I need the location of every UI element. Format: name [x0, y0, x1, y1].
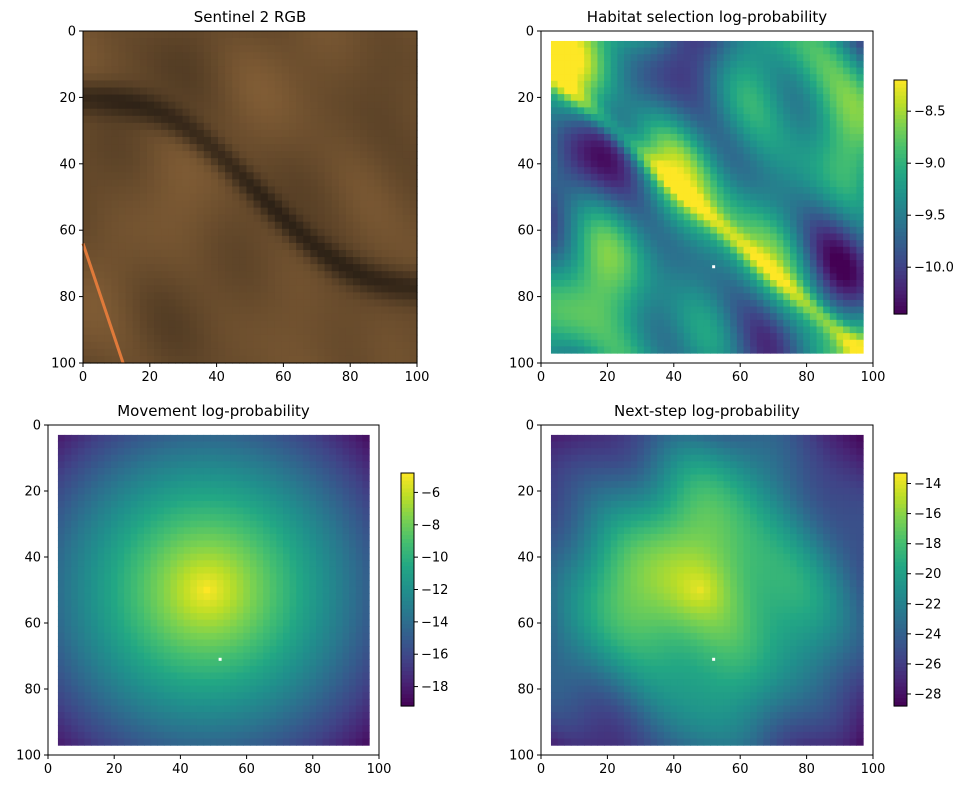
colorbar-tick-label: −22: [914, 597, 941, 612]
x-tick-label: 80: [798, 370, 815, 385]
location-marker: [712, 265, 716, 269]
panel-2: Habitat selection log-probability 0 20 40 60…: [509, 8, 954, 385]
x-tick-label: 20: [599, 370, 616, 385]
x-tick-label: 0: [79, 370, 87, 385]
y-tick-label: 80: [517, 683, 534, 698]
y-tick-label: 0: [526, 419, 534, 434]
x-tick-label: 80: [305, 762, 322, 777]
colorbar-tick-label: −8: [421, 518, 440, 533]
x-tick-label: 80: [798, 762, 815, 777]
colorbar-tick-label: −12: [421, 583, 448, 598]
image-body: [550, 434, 864, 746]
colorbar-tick-label: −9.0: [914, 157, 946, 172]
y-tick-label: 40: [24, 551, 41, 566]
y-tick-label: 60: [517, 224, 534, 239]
axes-frame: [82, 30, 418, 364]
y-tick-label: 60: [59, 224, 76, 239]
x-tick-label: 60: [238, 762, 255, 777]
y-tick-label: 0: [526, 25, 534, 40]
colorbar: −8.5 −9.0 −9.5 −10.0: [893, 79, 954, 315]
colorbar-tick-label: −6: [421, 486, 440, 501]
x-tick-label: 20: [106, 762, 123, 777]
axes-frame: [540, 30, 874, 364]
x-tick-label: 100: [367, 762, 392, 777]
panel-title: Sentinel 2 RGB: [194, 8, 307, 26]
y-tick-label: 80: [24, 683, 41, 698]
y-tick-label: 100: [509, 749, 534, 764]
colorbar-frame: [893, 79, 908, 315]
image-body: [81, 31, 418, 364]
x-tick-label: 80: [342, 370, 359, 385]
x-tick-label: 40: [208, 370, 225, 385]
y-tick-label: 80: [517, 290, 534, 305]
location-marker: [712, 657, 716, 661]
y-tick-label: 0: [68, 25, 76, 40]
x-tick-label: 0: [537, 370, 545, 385]
colorbar-tick-label: −9.5: [914, 209, 946, 224]
colorbar-tick-label: −16: [421, 648, 448, 663]
y-tick-label: 20: [24, 485, 41, 500]
y-tick-label: 0: [33, 419, 41, 434]
colorbar-tick-label: −10.0: [914, 261, 954, 276]
x-tick-label: 100: [405, 370, 430, 385]
y-tick-label: 80: [59, 290, 76, 305]
image-body: [57, 434, 370, 746]
panel-title: Movement log-probability: [117, 402, 310, 420]
y-tick-label: 20: [517, 485, 534, 500]
x-tick-label: 0: [537, 762, 545, 777]
x-tick-label: 100: [861, 762, 886, 777]
y-tick-label: 100: [16, 749, 41, 764]
x-tick-label: 0: [44, 762, 52, 777]
x-tick-label: 100: [861, 370, 886, 385]
colorbar-tick-label: −18: [421, 680, 448, 695]
colorbar: −14 −16 −18 −20 −22 −24 −26 −28: [893, 472, 941, 707]
y-tick-label: 20: [59, 91, 76, 106]
panel-title: Habitat selection log-probability: [587, 8, 828, 26]
y-tick-label: 40: [59, 157, 76, 172]
colorbar-tick-label: −28: [914, 687, 941, 702]
x-tick-label: 40: [172, 762, 189, 777]
x-tick-label: 40: [666, 762, 683, 777]
colorbar-tick-label: −10: [421, 551, 448, 566]
colorbar-frame: [893, 472, 908, 707]
colorbar-tick-label: −14: [421, 615, 448, 630]
colorbar-tick-label: −16: [914, 507, 941, 522]
y-tick-label: 60: [517, 617, 534, 632]
axes-frame: [540, 424, 874, 756]
y-tick-label: 40: [517, 157, 534, 172]
colorbar-tick-label: −14: [914, 477, 941, 492]
colorbar-tick-label: −20: [914, 567, 941, 582]
y-tick-label: 40: [517, 551, 534, 566]
x-tick-label: 40: [666, 370, 683, 385]
colorbar: −6 −8 −10 −12 −14 −16 −18: [400, 472, 448, 707]
colorbar-tick-label: −24: [914, 627, 941, 642]
y-tick-label: 60: [24, 617, 41, 632]
image-body: [550, 40, 864, 354]
x-tick-label: 20: [599, 762, 616, 777]
colorbar-tick-label: −18: [914, 537, 941, 552]
location-marker: [218, 657, 222, 661]
x-tick-label: 20: [142, 370, 159, 385]
colorbar-tick-label: −8.5: [914, 105, 946, 120]
road-stripe: [81, 243, 125, 364]
x-tick-label: 60: [275, 370, 292, 385]
y-tick-label: 100: [509, 357, 534, 372]
x-tick-label: 60: [732, 370, 749, 385]
y-tick-label: 20: [517, 91, 534, 106]
colorbar-tick-label: −26: [914, 657, 941, 672]
panel-title: Next-step log-probability: [614, 402, 800, 420]
axes-frame: [47, 424, 380, 756]
x-tick-label: 60: [732, 762, 749, 777]
y-tick-label: 100: [51, 357, 76, 372]
